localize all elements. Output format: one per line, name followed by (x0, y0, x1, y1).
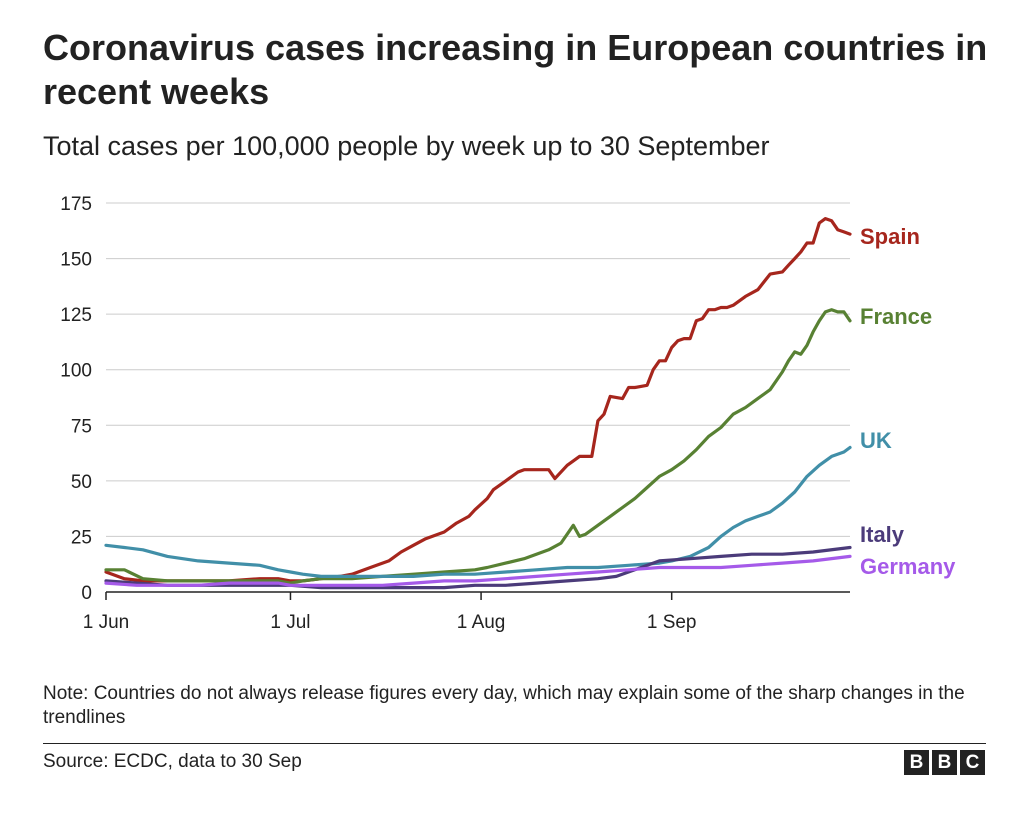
footer-divider (43, 743, 986, 744)
x-axis-ticks: 1 Jun 1 Jul 1 Aug 1 Sep (83, 592, 697, 633)
source-text: Source: ECDC, data to 30 Sep (43, 751, 302, 772)
x-tick-label: 1 Jun (83, 612, 129, 633)
x-tick-label: 1 Aug (457, 612, 506, 633)
gridlines (106, 202, 850, 593)
y-tick-label: 150 (60, 250, 92, 271)
y-tick-label: 125 (60, 305, 92, 326)
chart-subtitle: Total cases per 100,000 people by week u… (43, 131, 770, 161)
y-tick-label: 100 (60, 361, 92, 382)
bbc-logo: B B C (904, 750, 985, 775)
series-label-italy: Italy (860, 522, 905, 547)
y-tick-label: 75 (71, 416, 92, 437)
bbc-logo-letter: B (932, 750, 957, 775)
y-tick-label: 0 (81, 583, 92, 604)
bbc-logo-letter: C (960, 750, 985, 775)
line-chart: 0 25 50 75 100 125 150 175 1 Jun 1 Jul 1 Aug 1 Sep… (60, 194, 956, 633)
series-line-spain (104, 217, 852, 583)
series-label-germany: Germany (860, 554, 956, 579)
series-line-uk (104, 445, 852, 579)
y-axis-ticks: 0 25 50 75 100 125 150 175 (60, 194, 92, 604)
x-tick-label: 1 Sep (647, 612, 697, 633)
series-line-germany (104, 554, 852, 587)
x-tick-label: 1 Jul (270, 612, 310, 633)
series-line-france (104, 308, 852, 585)
chart-note: Note: Countries do not always release fi… (43, 683, 965, 728)
series-lines (104, 217, 852, 590)
series-label-spain: Spain (860, 224, 920, 249)
bbc-logo-letter: B (904, 750, 929, 775)
chart-title: Coronavirus cases increasing in European… (43, 27, 988, 112)
series-labels: Spain France UK Italy Germany (860, 224, 956, 579)
y-tick-label: 175 (60, 194, 92, 215)
series-label-france: France (860, 304, 932, 329)
y-tick-label: 25 (71, 527, 92, 548)
series-label-uk: UK (860, 428, 892, 453)
y-tick-label: 50 (71, 472, 92, 493)
series-line-italy (104, 545, 852, 590)
